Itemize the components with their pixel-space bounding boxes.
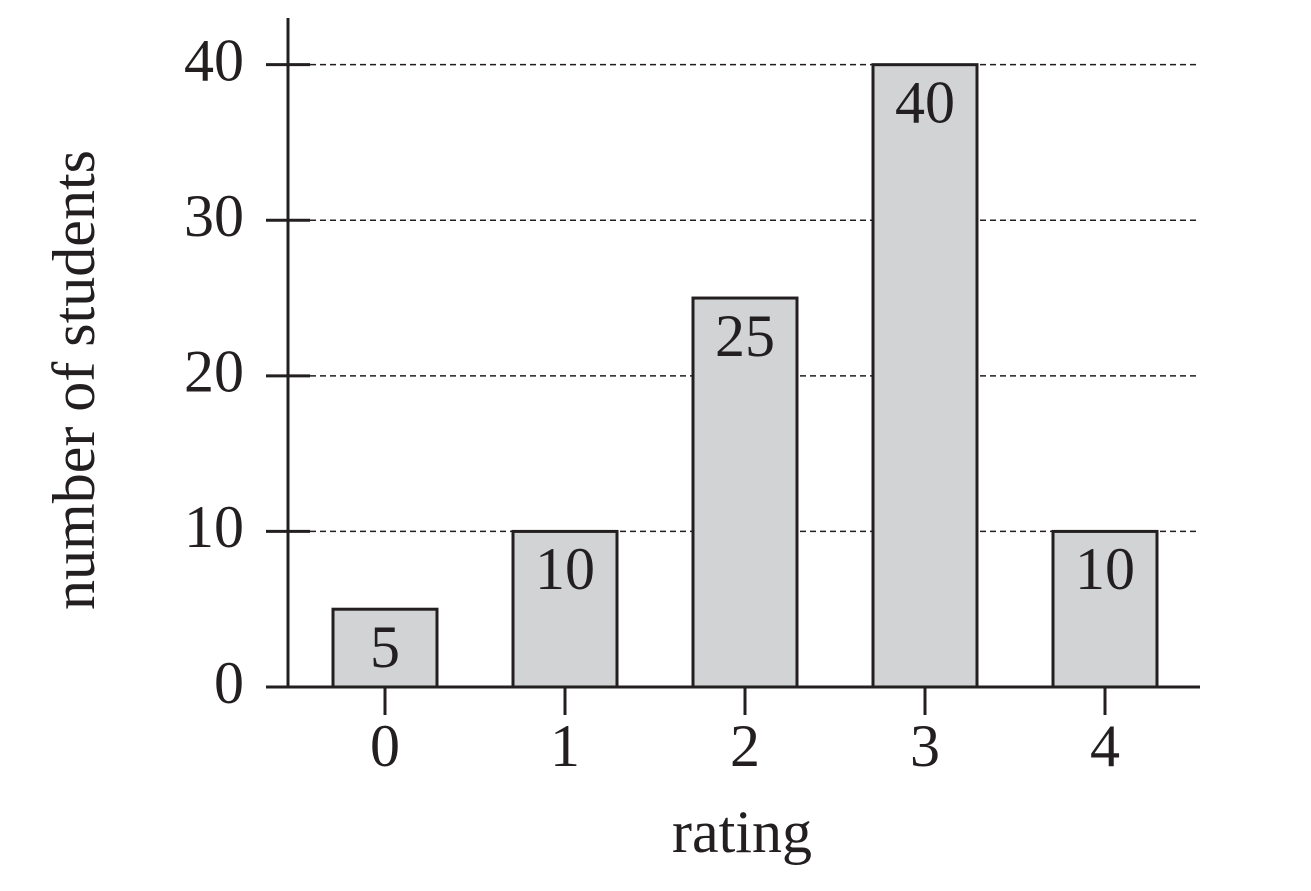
x-tick-label: 2 (730, 713, 760, 779)
data-label: 5 (370, 614, 400, 680)
y-tick-label: 30 (184, 183, 244, 249)
x-axis-title: rating (672, 799, 812, 865)
y-tick-label: 0 (214, 650, 244, 716)
bar (871, 63, 979, 689)
x-tick-label: 3 (910, 713, 940, 779)
x-tick-label: 4 (1090, 713, 1120, 779)
data-label: 10 (1075, 536, 1135, 602)
x-tick-label: 0 (370, 713, 400, 779)
bar (511, 529, 619, 689)
x-tick-label: 1 (550, 713, 580, 779)
data-label: 25 (715, 303, 775, 369)
data-label: 40 (895, 69, 955, 135)
bar (691, 296, 799, 689)
y-tick-label: 20 (184, 339, 244, 405)
y-axis-title: number of students (41, 150, 107, 610)
y-tick-label: 40 (184, 27, 244, 93)
data-label: 10 (535, 536, 595, 602)
y-tick-label: 10 (184, 494, 244, 560)
